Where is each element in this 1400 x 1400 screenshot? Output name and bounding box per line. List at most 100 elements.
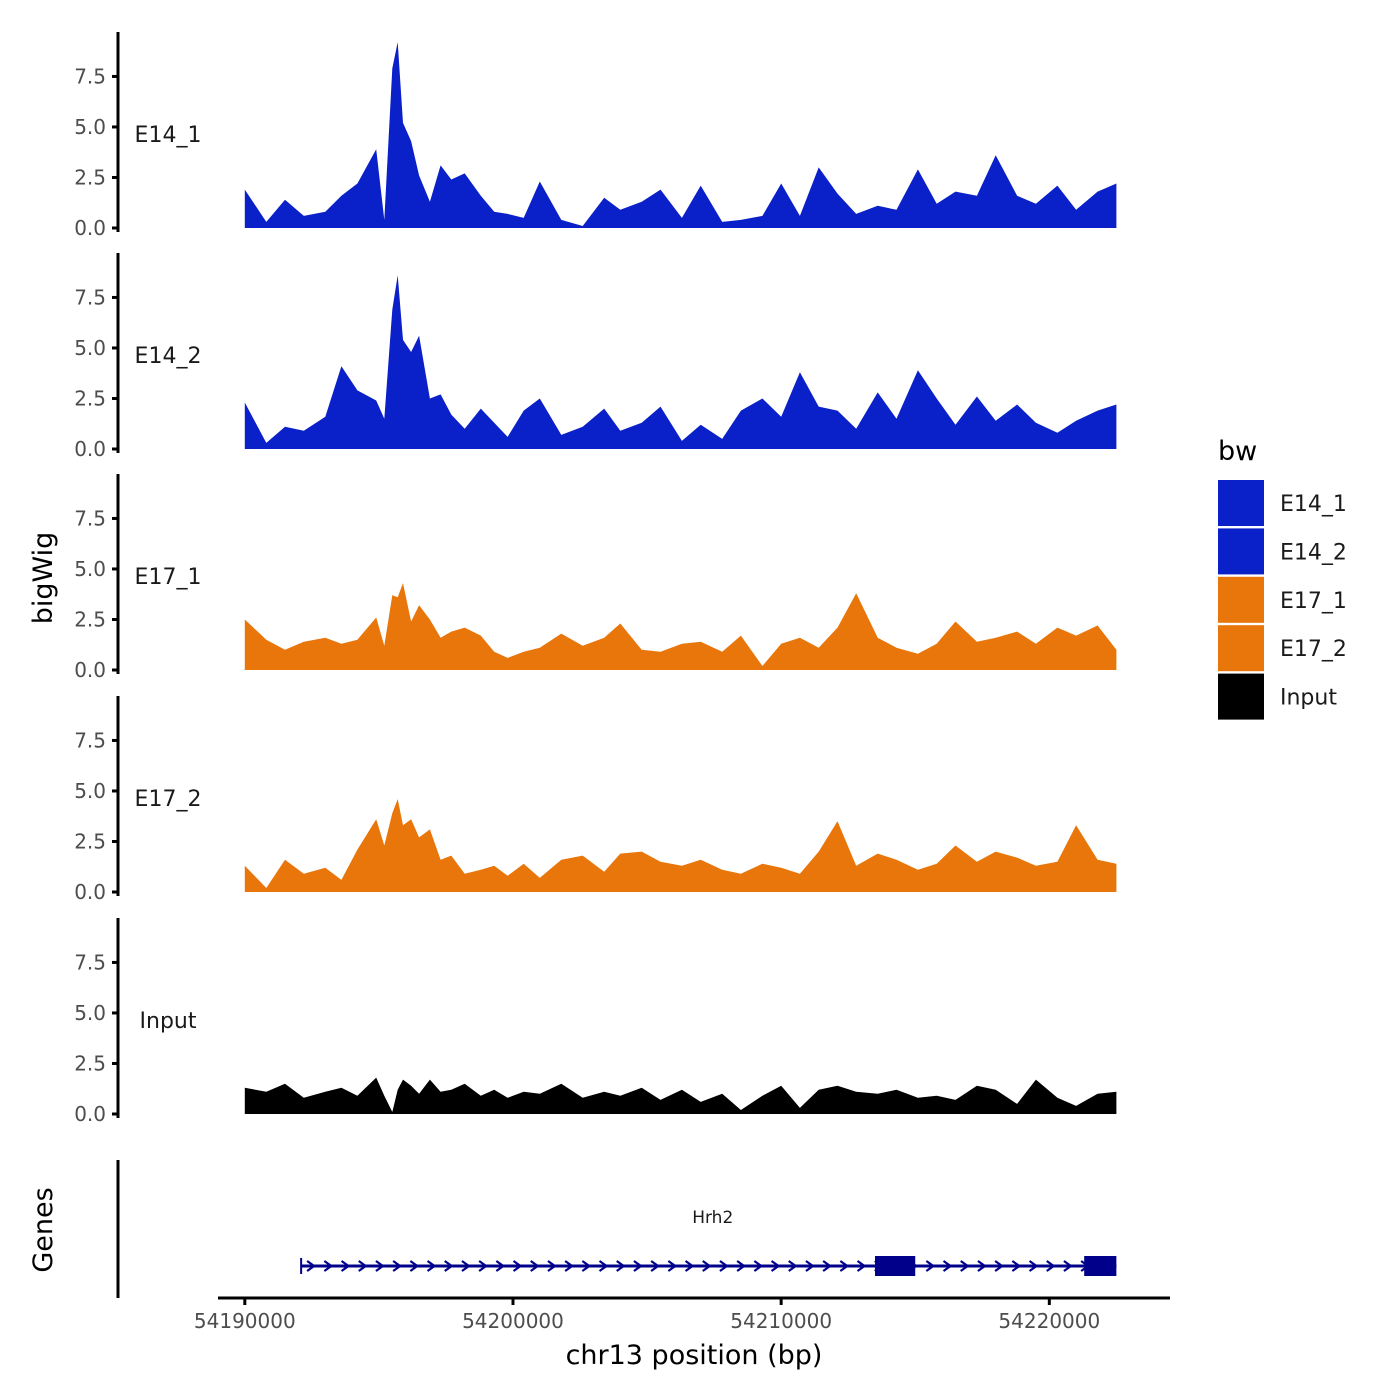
y-axis-title: bigWig	[28, 532, 59, 625]
strand-arrow-icon	[1011, 1260, 1022, 1272]
strand-arrow-icon	[994, 1260, 1005, 1272]
legend-label: E17_2	[1280, 637, 1347, 662]
strand-arrow-icon	[960, 1260, 970, 1272]
track-e17-1: 0.0 2.5 5.0 7.5 E17_1	[74, 474, 1117, 682]
track-label: E14_1	[135, 123, 202, 148]
strand-arrow-icon	[461, 1260, 471, 1272]
x-tick-label: 54190000	[194, 1309, 296, 1333]
strand-arrow-icon	[1063, 1260, 1073, 1272]
strand-arrow-icon	[512, 1260, 523, 1272]
y-tick-label: 5.0	[74, 115, 106, 139]
strand-arrow-icon	[925, 1260, 936, 1272]
track-label: E17_1	[135, 565, 202, 590]
strand-arrow-icon	[788, 1260, 798, 1272]
strand-arrow-icon	[426, 1260, 437, 1272]
legend-swatch	[1218, 576, 1264, 623]
legend-swatch	[1218, 528, 1264, 575]
legend-item-input: Input	[1218, 673, 1337, 720]
track-input: 0.0 2.5 5.0 7.5 Input	[74, 918, 1117, 1126]
y-tick-label: 2.5	[74, 1051, 106, 1075]
y-tick-label: 7.5	[74, 285, 106, 309]
strand-arrow-icon	[650, 1260, 661, 1272]
track-label: Input	[140, 1009, 197, 1034]
y-tick-label: 2.5	[74, 165, 106, 189]
strand-arrow-icon	[719, 1260, 729, 1272]
x-axis-title: chr13 position (bp)	[566, 1340, 823, 1371]
legend-swatch	[1218, 673, 1264, 720]
legend-label: Input	[1280, 686, 1337, 711]
coverage-area-input	[244, 1077, 1117, 1114]
coverage-area-e17-1	[244, 583, 1117, 670]
y-tick-label: 2.5	[74, 607, 106, 631]
strand-arrow-icon	[839, 1260, 850, 1272]
strand-arrow-icon	[856, 1260, 867, 1272]
legend-swatch	[1218, 625, 1264, 672]
y-tick-label: 5.0	[74, 1001, 106, 1025]
track-label: E17_2	[135, 787, 202, 812]
legend-item-e17-2: E17_2	[1218, 625, 1347, 672]
strand-arrow-icon	[942, 1260, 953, 1272]
y-tick-label: 0.0	[74, 1102, 106, 1126]
strand-arrow-icon	[598, 1260, 609, 1272]
track-label: E14_2	[135, 344, 202, 369]
strand-arrow-icon	[547, 1260, 557, 1272]
strand-arrow-icon	[753, 1260, 764, 1272]
y-tick-label: 0.0	[74, 880, 106, 904]
strand-arrow-icon	[340, 1260, 351, 1272]
gene-panel: Hrh2	[116, 1160, 1117, 1298]
strand-arrow-icon	[409, 1260, 420, 1272]
legend-item-e14-2: E14_2	[1218, 528, 1347, 575]
strand-arrow-icon	[1046, 1260, 1056, 1272]
strand-arrow-icon	[822, 1260, 833, 1272]
y-tick-label: 7.5	[74, 950, 106, 974]
coverage-area-e14-2	[244, 275, 1117, 449]
legend-label: E14_2	[1280, 540, 1347, 565]
strand-arrow-icon	[770, 1260, 781, 1272]
y-tick-label: 0.0	[74, 216, 106, 240]
strand-arrow-icon	[977, 1260, 987, 1272]
strand-arrow-icon	[1028, 1260, 1039, 1272]
gene-exon	[1084, 1256, 1117, 1276]
genes-panel-title: Genes	[28, 1187, 59, 1272]
strand-arrow-icon	[375, 1260, 385, 1272]
strand-arrow-icon	[633, 1260, 643, 1272]
strand-arrow-icon	[478, 1260, 489, 1272]
gene-exon	[875, 1256, 916, 1276]
gene-name-label: Hrh2	[692, 1208, 733, 1228]
x-tick-label: 54210000	[730, 1309, 832, 1333]
y-tick-label: 0.0	[74, 658, 106, 682]
y-tick-label: 0.0	[74, 437, 106, 461]
legend-item-e14-1: E14_1	[1218, 480, 1347, 526]
strand-arrow-icon	[805, 1260, 815, 1272]
strand-arrow-icon	[392, 1260, 403, 1272]
strand-arrow-icon	[358, 1260, 368, 1272]
coverage-area-e14-1	[244, 42, 1117, 228]
y-tick-label: 5.0	[74, 336, 106, 360]
strand-arrow-icon	[581, 1260, 592, 1272]
legend-swatch	[1218, 480, 1264, 526]
x-axis: 54190000 54200000 54210000 54220000	[194, 1296, 1170, 1333]
y-tick-label: 7.5	[74, 728, 106, 752]
strand-arrow-icon	[564, 1260, 575, 1272]
y-tick-label: 2.5	[74, 829, 106, 853]
strand-arrow-icon	[736, 1260, 747, 1272]
track-e17-2: 0.0 2.5 5.0 7.5 E17_2	[74, 696, 1117, 904]
coverage-area-e17-2	[244, 799, 1117, 892]
strand-arrow-icon	[616, 1260, 626, 1272]
strand-arrow-icon	[702, 1260, 712, 1272]
strand-arrow-icon	[323, 1260, 334, 1272]
y-tick-label: 5.0	[74, 779, 106, 803]
legend-label: E17_1	[1280, 589, 1347, 614]
y-tick-label: 7.5	[74, 506, 106, 530]
x-tick-label: 54220000	[998, 1309, 1100, 1333]
legend-item-e17-1: E17_1	[1218, 576, 1347, 623]
x-tick-label: 54200000	[462, 1309, 564, 1333]
track-e14-1: 0.0 2.5 5.0 7.5 E14_1	[74, 32, 1117, 240]
y-tick-label: 7.5	[74, 64, 106, 88]
strand-arrow-icon	[495, 1260, 506, 1272]
strand-arrow-icon	[530, 1260, 540, 1272]
track-e14-2: 0.0 2.5 5.0 7.5 E14_2	[74, 253, 1117, 461]
strand-arrow-icon	[684, 1260, 695, 1272]
y-tick-label: 2.5	[74, 386, 106, 410]
